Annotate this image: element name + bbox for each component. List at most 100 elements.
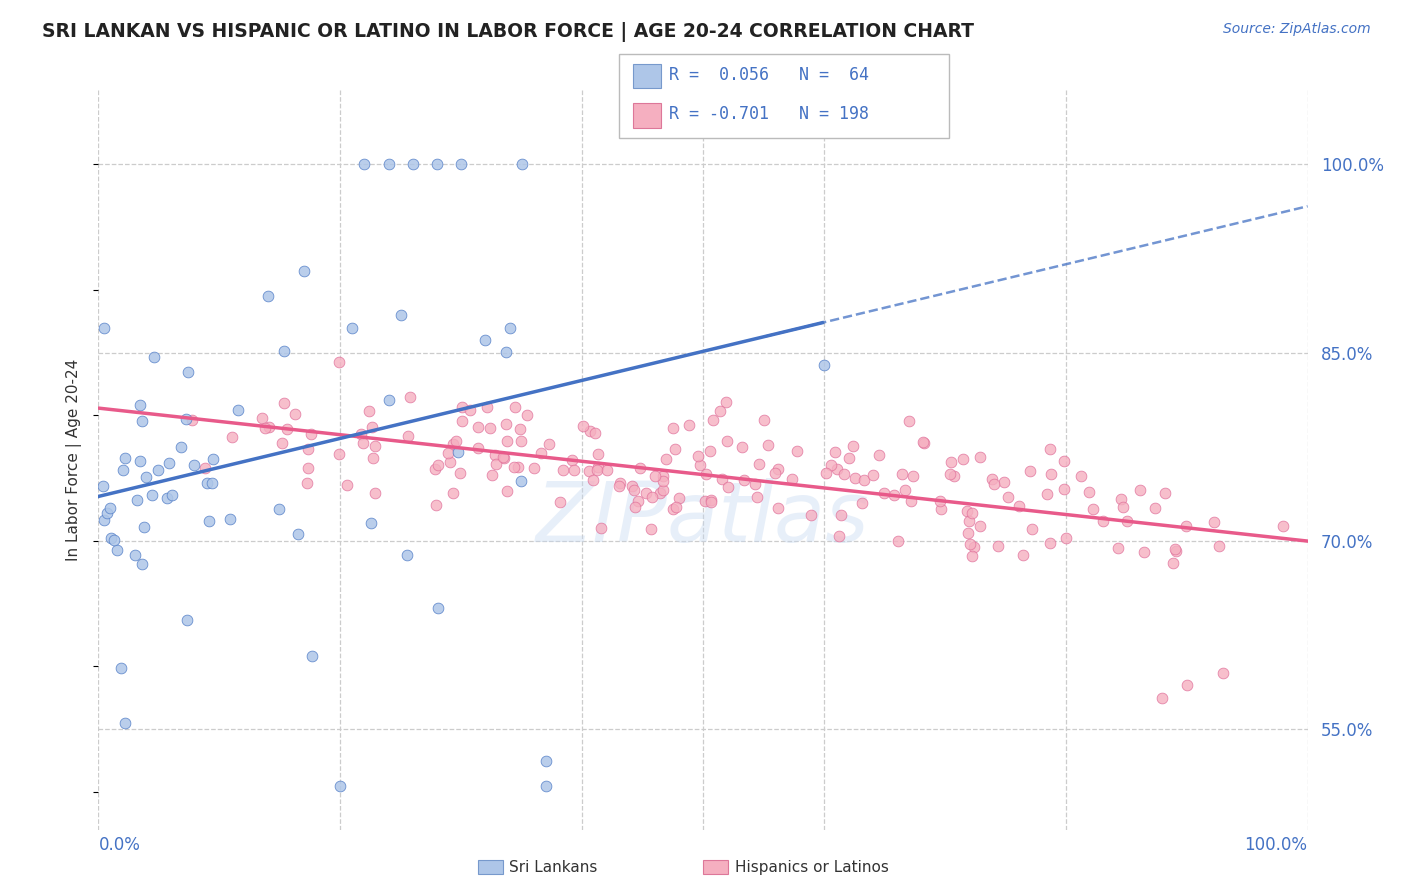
Point <box>844 471 866 485</box>
Point <box>828 529 851 543</box>
Point <box>883 488 905 502</box>
Point <box>125 492 148 507</box>
Point <box>174 412 197 426</box>
Point <box>786 444 808 458</box>
Point <box>693 494 716 508</box>
Point <box>627 494 650 508</box>
Point <box>467 441 489 455</box>
Point <box>146 463 169 477</box>
Point <box>1035 487 1057 501</box>
Point <box>986 540 1008 554</box>
Point <box>481 468 503 483</box>
Point <box>443 436 465 450</box>
Point <box>585 463 607 477</box>
Point <box>586 447 609 461</box>
Point <box>702 413 724 427</box>
Point <box>634 486 657 500</box>
Point <box>830 508 852 522</box>
Point <box>492 450 515 465</box>
Point <box>912 435 935 450</box>
Point <box>467 420 489 434</box>
Point <box>957 514 980 528</box>
Point <box>852 473 875 487</box>
Point <box>898 414 921 428</box>
Point <box>352 436 374 450</box>
Point <box>1152 690 1174 705</box>
Point <box>495 345 517 359</box>
Point <box>893 483 915 497</box>
Point <box>131 415 153 429</box>
Point <box>474 333 496 347</box>
Point <box>1018 464 1040 478</box>
Point <box>768 461 790 475</box>
Point <box>1091 514 1114 528</box>
Point <box>959 537 981 551</box>
Point <box>363 486 385 500</box>
Point <box>983 476 1005 491</box>
Point <box>1081 501 1104 516</box>
Point <box>357 404 380 418</box>
Point <box>624 500 647 514</box>
Point <box>1008 499 1031 513</box>
Point <box>129 398 152 412</box>
Point <box>609 479 631 493</box>
Point <box>114 716 136 731</box>
Point <box>253 421 276 435</box>
Text: R =  0.056   N =  64: R = 0.056 N = 64 <box>669 66 869 84</box>
Point <box>342 320 364 334</box>
Point <box>754 412 776 426</box>
Point <box>548 495 571 509</box>
Point <box>640 522 662 536</box>
Point <box>887 533 910 548</box>
Point <box>963 541 986 555</box>
Point <box>1272 519 1295 533</box>
Point <box>141 488 163 502</box>
Point <box>495 484 517 499</box>
Point <box>960 549 983 563</box>
Point <box>583 425 606 440</box>
Point <box>695 467 717 481</box>
Point <box>661 421 683 435</box>
Point <box>733 473 755 487</box>
Point <box>956 525 979 540</box>
Point <box>962 506 984 520</box>
Point <box>495 417 517 431</box>
Point <box>745 491 768 505</box>
Point <box>124 548 146 562</box>
Point <box>226 402 249 417</box>
Point <box>93 321 115 335</box>
Point <box>91 478 114 492</box>
Point <box>503 460 526 475</box>
Point <box>510 434 533 449</box>
Point <box>273 344 295 359</box>
Text: ZIPatlas: ZIPatlas <box>536 478 870 559</box>
Point <box>664 442 686 456</box>
Point <box>350 427 373 442</box>
Point <box>662 502 685 516</box>
Point <box>484 448 506 462</box>
Point <box>530 446 553 460</box>
Point <box>1021 522 1043 536</box>
Point <box>439 455 461 469</box>
Point <box>748 457 770 471</box>
Point <box>582 473 605 487</box>
Point <box>981 472 1004 486</box>
Point <box>395 548 418 562</box>
Point <box>257 419 280 434</box>
Point <box>194 460 217 475</box>
Point <box>956 504 979 518</box>
Point <box>664 500 686 514</box>
Point <box>98 501 121 516</box>
Point <box>509 422 531 436</box>
Point <box>731 441 754 455</box>
Point <box>183 458 205 473</box>
Point <box>551 463 574 477</box>
Point <box>112 463 135 477</box>
Point <box>1012 548 1035 562</box>
Point <box>129 454 152 468</box>
Point <box>197 514 219 528</box>
Point <box>1161 557 1184 571</box>
Point <box>100 531 122 545</box>
Point <box>328 355 350 369</box>
Point <box>131 557 153 571</box>
